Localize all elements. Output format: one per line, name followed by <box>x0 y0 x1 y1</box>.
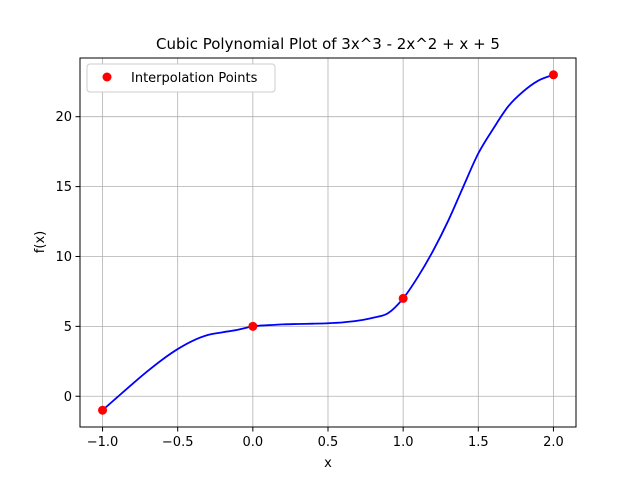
grid <box>80 58 576 427</box>
chart-title: Cubic Polynomial Plot of 3x^3 - 2x^2 + x… <box>156 35 500 53</box>
legend-marker <box>102 72 112 82</box>
x-tick-label: −1.0 <box>87 435 119 450</box>
scatter-points <box>98 70 558 415</box>
x-tick-label: 0.0 <box>243 435 264 450</box>
y-tick-label: 15 <box>55 180 72 195</box>
x-axis-label: x <box>324 456 332 471</box>
x-tick-label: 0.5 <box>318 435 339 450</box>
legend: Interpolation Points <box>86 63 276 93</box>
y-tick-label: 0 <box>64 390 72 405</box>
y-axis-label: f(x) <box>33 231 48 253</box>
y-axis-ticks: 0 5 10 15 20 <box>55 110 80 405</box>
legend-box <box>86 63 276 93</box>
x-tick-label: −0.5 <box>162 435 194 450</box>
x-axis-ticks: −1.0 −0.5 0.0 0.5 1.0 1.5 2.0 <box>87 427 564 450</box>
y-tick-label: 20 <box>55 110 72 125</box>
x-tick-label: 1.5 <box>468 435 489 450</box>
interpolation-point <box>248 321 258 331</box>
legend-label: Interpolation Points <box>131 71 258 86</box>
interpolation-point <box>398 293 408 303</box>
interpolation-point <box>548 70 558 80</box>
x-tick-label: 1.0 <box>393 435 414 450</box>
y-tick-label: 10 <box>55 250 72 265</box>
polynomial-curve <box>101 73 554 411</box>
y-tick-label: 5 <box>64 320 72 335</box>
interpolation-point <box>98 405 108 415</box>
x-tick-label: 2.0 <box>543 435 564 450</box>
